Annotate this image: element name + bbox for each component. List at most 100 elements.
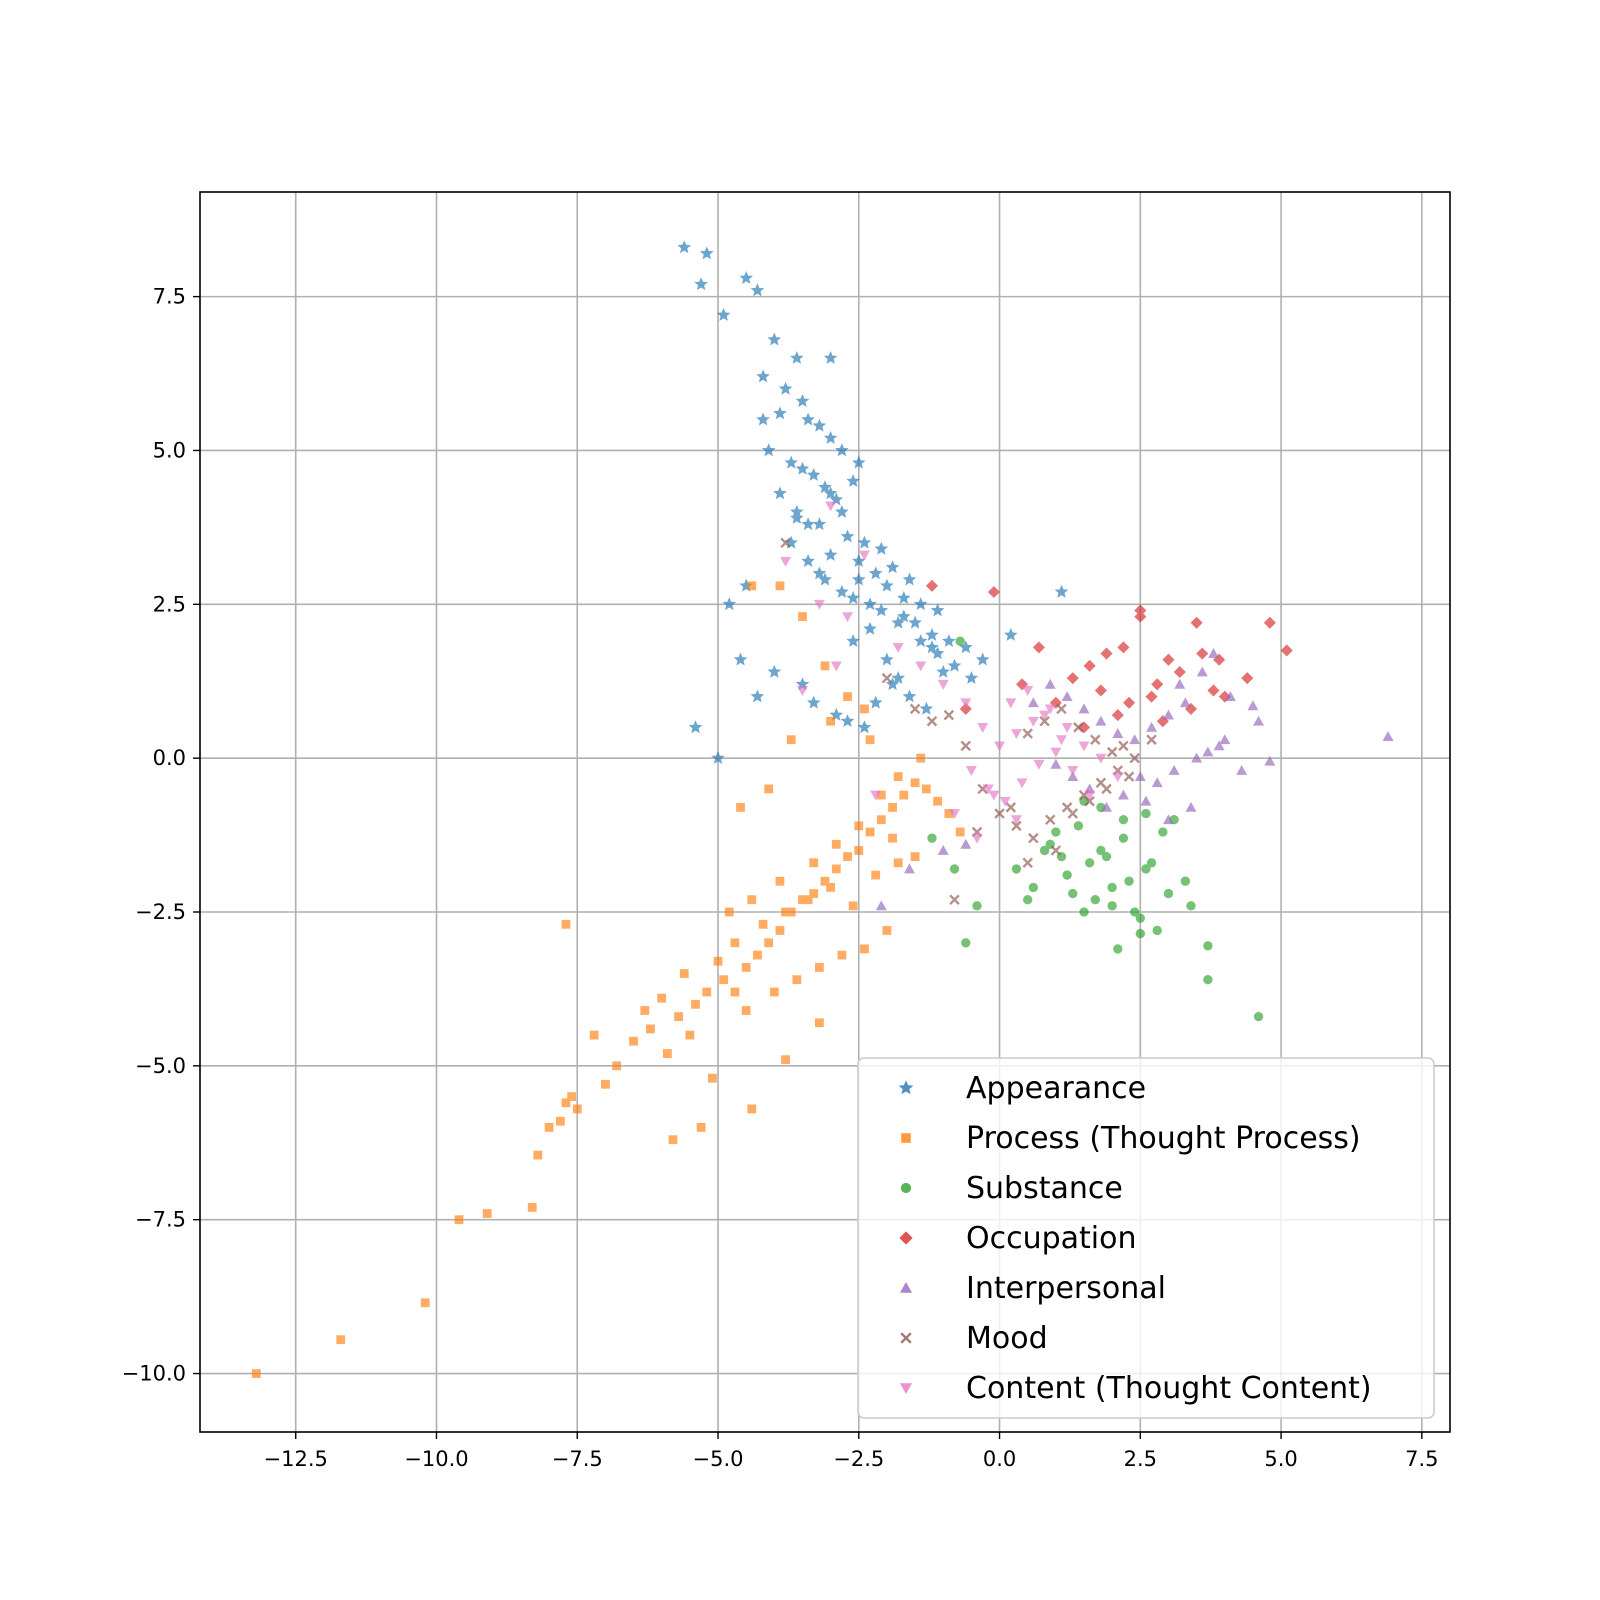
- data-point: [1016, 778, 1028, 789]
- y-tick-label: 2.5: [153, 592, 186, 616]
- data-point: [778, 381, 793, 395]
- data-point: [910, 852, 920, 862]
- data-point: [1190, 616, 1203, 629]
- data-point: [780, 537, 791, 549]
- data-point: [1032, 641, 1046, 654]
- data-point: [902, 689, 917, 703]
- data-point: [972, 901, 982, 911]
- data-point: [943, 709, 955, 721]
- data-point: [868, 695, 883, 709]
- data-point: [1111, 709, 1124, 722]
- data-point: [1112, 728, 1124, 738]
- data-point: [1263, 616, 1276, 629]
- data-point: [820, 876, 830, 886]
- data-point: [1134, 604, 1147, 617]
- data-point: [1078, 703, 1090, 714]
- data-point: [893, 772, 903, 782]
- data-point: [798, 612, 807, 622]
- data-point: [812, 517, 827, 531]
- data-point: [646, 1024, 655, 1034]
- legend-marker: [900, 1182, 912, 1194]
- data-point: [1039, 710, 1051, 721]
- data-point: [1028, 882, 1039, 893]
- data-point: [1022, 728, 1033, 739]
- data-point: [1068, 888, 1078, 899]
- data-points: [251, 240, 1394, 1378]
- data-point: [903, 863, 915, 874]
- data-point: [1011, 864, 1022, 874]
- data-point: [902, 572, 917, 586]
- data-point: [830, 661, 842, 672]
- data-point: [1168, 764, 1180, 775]
- y-tick-label: −5.0: [135, 1054, 186, 1078]
- data-point: [852, 572, 866, 586]
- data-point: [1191, 752, 1203, 763]
- data-point: [685, 1030, 695, 1040]
- data-point: [801, 412, 815, 426]
- data-point: [567, 1092, 577, 1102]
- data-point: [1096, 845, 1106, 856]
- legend-item: [900, 1282, 912, 1293]
- data-point: [1236, 764, 1248, 775]
- data-point: [1186, 901, 1196, 911]
- data-point: [527, 1202, 537, 1212]
- data-point: [750, 283, 765, 297]
- data-point: [722, 597, 737, 611]
- data-point: [1106, 746, 1118, 758]
- data-point: [533, 1150, 543, 1160]
- data-point: [1253, 1011, 1264, 1022]
- data-point: [1050, 747, 1062, 758]
- data-point: [1219, 734, 1231, 745]
- data-point: [601, 1079, 610, 1089]
- data-point: [1224, 691, 1236, 702]
- legend-marker: [898, 1080, 914, 1095]
- data-point: [933, 796, 943, 806]
- data-point: [1066, 672, 1079, 685]
- data-point: [871, 870, 881, 880]
- data-point: [741, 1006, 751, 1015]
- data-point: [1061, 722, 1073, 733]
- data-point: [955, 636, 965, 646]
- data-point: [1084, 790, 1096, 801]
- data-point: [870, 790, 882, 801]
- data-point: [823, 547, 838, 561]
- legend-label: Occupation: [966, 1221, 1137, 1256]
- data-point: [909, 703, 921, 715]
- data-point: [711, 751, 725, 764]
- data-point: [823, 486, 838, 500]
- data-point: [1129, 734, 1141, 745]
- data-point: [741, 962, 751, 972]
- data-point: [975, 652, 990, 666]
- data-point: [1208, 648, 1220, 658]
- data-point: [843, 692, 852, 702]
- legend-label: Process (Thought Process): [966, 1121, 1361, 1156]
- x-tick-label: 7.5: [1405, 1447, 1438, 1471]
- y-tick-label: 7.5: [153, 285, 186, 309]
- data-point: [1185, 801, 1197, 812]
- data-point: [775, 926, 785, 935]
- data-point: [1241, 672, 1254, 685]
- data-point: [1174, 678, 1186, 689]
- legend-item: [901, 1133, 911, 1143]
- data-point: [1027, 697, 1039, 708]
- data-point: [780, 556, 792, 567]
- data-point: [716, 307, 731, 321]
- legend-box: [857, 1057, 1435, 1419]
- data-point: [1118, 833, 1129, 843]
- series-0: [677, 240, 1069, 764]
- data-point: [1084, 858, 1095, 868]
- data-point: [806, 695, 821, 709]
- data-point: [987, 585, 1000, 599]
- data-point: [1090, 895, 1100, 905]
- data-point: [860, 704, 869, 714]
- data-point: [809, 889, 819, 898]
- data-point: [1135, 913, 1145, 923]
- series-3: [925, 579, 1293, 734]
- data-point: [674, 1012, 684, 1022]
- data-point: [837, 950, 847, 960]
- data-point: [840, 714, 855, 727]
- data-point: [1095, 753, 1107, 764]
- data-point: [1203, 975, 1213, 985]
- data-point: [1173, 665, 1186, 679]
